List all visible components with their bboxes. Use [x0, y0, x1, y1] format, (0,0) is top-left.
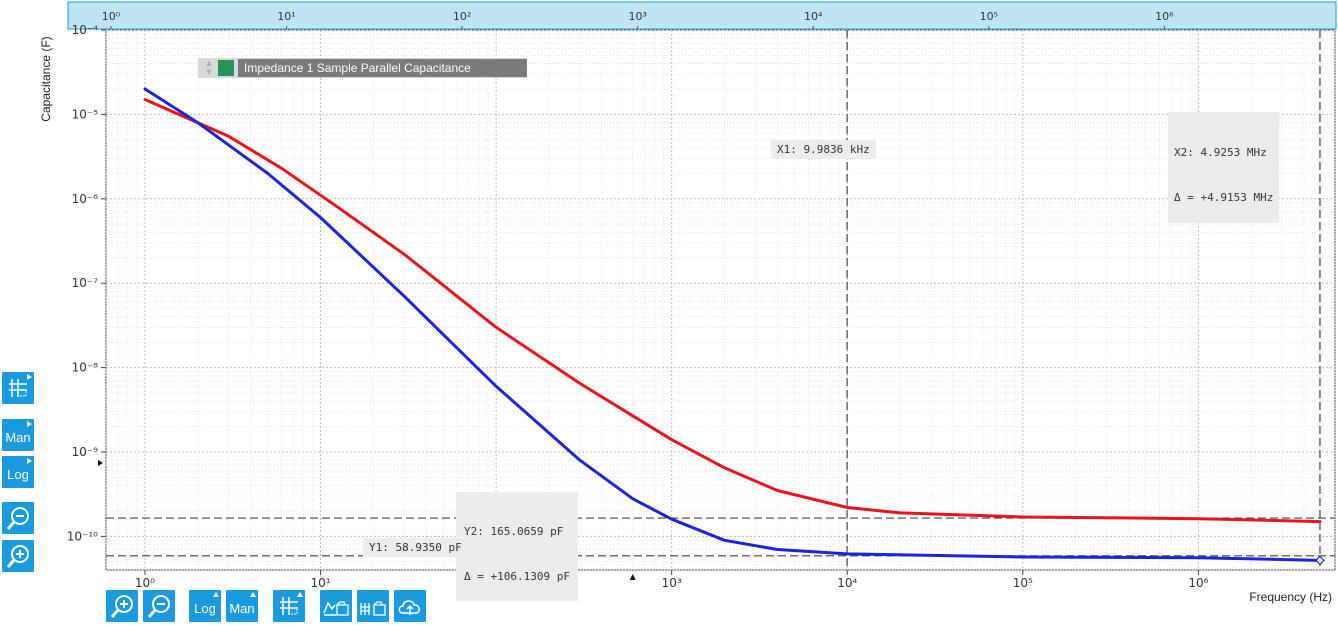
overview-tick-label: 10² — [453, 10, 471, 23]
cursor-x2-label[interactable]: X2: 4.9253 MHz Δ = +4.9153 MHz — [1168, 112, 1280, 223]
y-axis-title: Capacitance (F) — [39, 36, 53, 122]
zoom-out-icon — [147, 595, 170, 618]
x-log-button[interactable]: Log — [189, 590, 221, 622]
menu-arrow-icon — [213, 592, 219, 597]
axes: 10⁰10¹10²10³10⁴10⁵10⁶10⁻⁴10⁻⁵10⁻⁶10⁻⁷10⁻… — [67, 23, 1209, 590]
overview-bar[interactable] — [67, 1, 1337, 30]
cursor-lines — [98, 30, 1335, 580]
zoom-in-icon — [110, 595, 133, 618]
y-tick-label: 10⁻⁹ — [72, 445, 99, 459]
legend[interactable]: ▲ ▼ Impedance 1 Sample Parallel Capacitan… — [198, 58, 527, 78]
overview-tick-label: 10⁵ — [980, 10, 998, 23]
y-marker-icon — [98, 460, 103, 467]
x-man-label: Man — [229, 600, 255, 616]
grid-cursor-icon — [280, 597, 298, 615]
overview-tick-label: 10³ — [628, 10, 646, 23]
series-group — [143, 87, 1325, 566]
x-log-label: Log — [194, 600, 216, 616]
y-grid-cursor-button[interactable] — [2, 372, 34, 404]
legend-reorder-icon[interactable]: ▲ ▼ — [206, 59, 212, 76]
x-man-button[interactable]: Man — [226, 590, 258, 622]
y-tick-label: 10⁻⁷ — [72, 276, 99, 290]
x-tick-label: 10¹ — [310, 576, 330, 590]
y-tick-label: 10⁻⁸ — [72, 361, 99, 375]
x-zoom-out-button[interactable] — [143, 590, 175, 622]
x-axis-title: Frequency (Hz) — [1249, 590, 1332, 604]
menu-arrow-icon — [27, 421, 32, 427]
grid — [105, 29, 1336, 571]
menu-arrow-icon — [250, 592, 256, 597]
y-log-label: Log — [7, 466, 29, 482]
cursor-y2-delta: Δ = +106.1309 pF — [464, 570, 570, 583]
x-tick-label: 10⁵ — [1013, 576, 1033, 590]
overview-tick-label: 10¹ — [277, 10, 295, 23]
y-tick-label: 10⁻⁶ — [72, 192, 99, 206]
overview-tick-label: 10⁰ — [102, 10, 121, 23]
y-log-button[interactable]: Log — [2, 456, 34, 488]
cloud-upload-button[interactable] — [394, 590, 426, 622]
chart-export-icon — [323, 601, 349, 616]
menu-arrow-icon — [27, 458, 32, 464]
cursor-x2-value: X2: 4.9253 MHz — [1174, 146, 1267, 159]
cursor-y2-value: Y2: 165.0659 pF — [464, 525, 564, 538]
x-tick-label: 10⁴ — [837, 576, 857, 590]
plot-area[interactable] — [105, 29, 1336, 571]
cursor-x1-label[interactable]: X1: 9.9836 kHz — [771, 140, 876, 159]
series-end-marker[interactable] — [1315, 555, 1325, 566]
x-tick-label: 10³ — [662, 576, 682, 590]
y-tick-label: 10⁻¹⁰ — [67, 529, 98, 543]
legend-swatch — [218, 60, 234, 76]
menu-arrow-icon — [297, 592, 303, 597]
grid-cursor-icon — [9, 379, 27, 397]
menu-arrow-icon — [27, 374, 32, 380]
legend-label: Impedance 1 Sample Parallel Capacitance — [238, 59, 527, 77]
y-tick-label: 10⁻⁴ — [72, 23, 99, 37]
series-line-2[interactable] — [143, 87, 1322, 562]
zoom-out-icon — [6, 507, 29, 530]
x-zoom-in-button[interactable] — [106, 590, 138, 622]
x-tick-label: 10⁶ — [1188, 576, 1208, 590]
overview-tick-labels: 10⁰ 10¹ 10² 10³ 10⁴ 10⁵ 10⁶ — [102, 10, 1174, 29]
y-tick-label: 10⁻⁵ — [72, 107, 99, 121]
zoom-in-icon — [6, 545, 29, 568]
cursor-y2-label[interactable]: Y2: 165.0659 pF Δ = +106.1309 pF — [456, 492, 578, 601]
y-zoom-out-button[interactable] — [2, 502, 34, 534]
x-marker-icon — [629, 574, 636, 580]
x-tick-label: 10⁰ — [135, 576, 155, 590]
chart-export-button[interactable] — [320, 590, 352, 622]
y-zoom-in-button[interactable] — [2, 540, 34, 572]
overview-tick-label: 10⁶ — [1155, 10, 1174, 23]
overview-tick-label: 10⁴ — [804, 10, 823, 23]
table-export-button[interactable] — [357, 590, 389, 622]
cursor-x2-delta: Δ = +4.9153 MHz — [1174, 191, 1274, 204]
x-grid-cursor-button[interactable] — [273, 590, 305, 622]
table-export-icon — [360, 601, 386, 616]
cursor-y1-label[interactable]: Y1: 58.9350 pF — [363, 538, 468, 557]
y-man-label: Man — [5, 429, 31, 445]
y-man-button[interactable]: Man — [2, 419, 34, 451]
cloud-upload-icon — [398, 600, 420, 615]
series-line-1[interactable] — [143, 98, 1322, 524]
